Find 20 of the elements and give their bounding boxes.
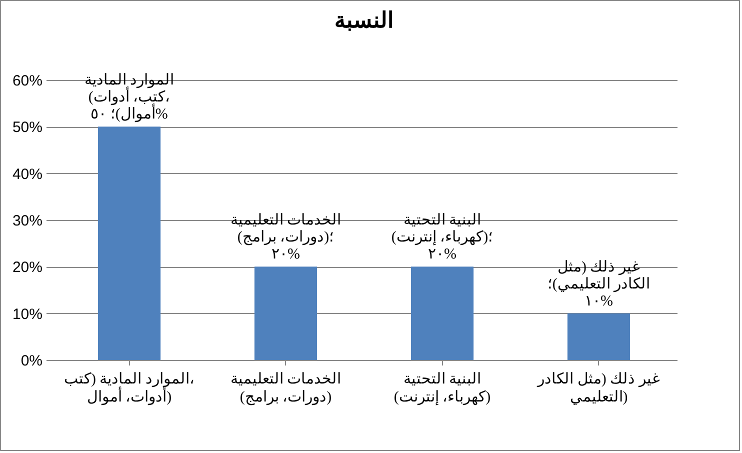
x-tick-label: غير ذلك (مثل الكادر التعليمي) [536, 372, 660, 406]
x-tick-label: البنية التحتية (كهرباء، إنترنت) [394, 372, 491, 406]
y-tick-label: 30% [12, 212, 42, 230]
data-label: غير ذلك (مثل الكادر التعليمي)؛ ١٠% [547, 259, 650, 310]
bar [254, 266, 318, 360]
x-tick-label: الخدمات التعليمية (دورات، برامج) [230, 372, 342, 406]
y-tick-label: 0% [20, 352, 42, 370]
y-tick-label: 60% [12, 72, 42, 90]
bar [410, 266, 474, 360]
x-tick-label: الموارد المادية (كتب، أدوات، أموال) [64, 372, 194, 406]
data-label: الموارد المادية (كتب، أدوات، أموال)؛ ٥٠% [84, 72, 174, 123]
chart-title: النسبة [334, 8, 394, 33]
y-tick-label: 40% [12, 166, 42, 183]
data-label: الخدمات التعليمية (دورات، برامج)؛ ٢٠% [230, 212, 342, 263]
bar [567, 313, 630, 360]
y-tick-label: 50% [12, 119, 42, 136]
bar [98, 126, 161, 360]
data-label: البنية التحتية (كهرباء، إنترنت)؛ ٢٠% [391, 212, 494, 263]
y-tick-label: 20% [12, 259, 42, 276]
y-tick-label: 10% [12, 306, 42, 323]
